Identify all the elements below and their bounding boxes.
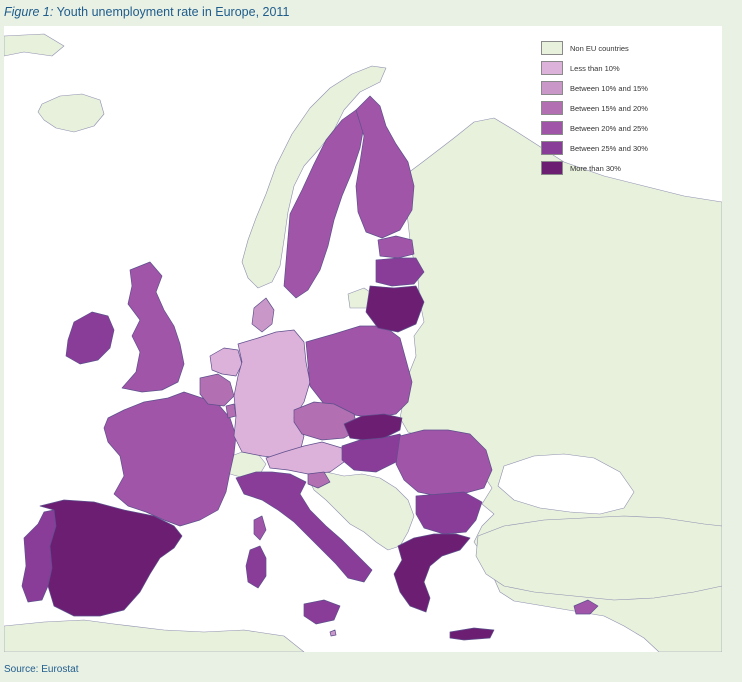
eu-countries [21, 95, 599, 641]
region-malta [329, 629, 337, 637]
region-sicily [303, 599, 341, 625]
region-estonia [377, 235, 415, 259]
figure-title: Figure 1: Youth unemployment rate in Eur… [4, 5, 289, 19]
region-cyprus [573, 599, 599, 615]
legend-item-c20_25: Between 20% and 25% [541, 118, 716, 138]
region-denmark [251, 297, 275, 333]
legend-label: Between 20% and 25% [570, 123, 648, 133]
map-frame: Non EU countries Less than 10% Between 10%… [4, 26, 722, 652]
region-lithuania [365, 285, 425, 333]
legend-label: Between 10% and 15% [570, 83, 648, 93]
region-belgium [199, 373, 235, 407]
region-western-balkans [307, 471, 415, 551]
region-slovakia [343, 413, 403, 441]
figure-title-text: Youth unemployment rate in Europe, 2011 [56, 5, 290, 19]
region-luxembourg [225, 403, 237, 419]
legend-swatch [541, 81, 563, 95]
legend-label: Between 15% and 20% [570, 103, 648, 113]
legend-item-c25_30: Between 25% and 30% [541, 138, 716, 158]
region-finland [355, 95, 415, 239]
region-uk [121, 261, 185, 393]
region-germany [233, 329, 311, 459]
region-greenland [4, 33, 65, 57]
region-crete [449, 627, 495, 641]
region-slovenia [307, 471, 331, 489]
region-romania [395, 429, 493, 497]
region-bulgaria [415, 491, 483, 535]
legend-item-lt10: Less than 10% [541, 58, 716, 78]
region-north-africa [4, 619, 305, 652]
region-italy [235, 471, 373, 583]
legend-swatch [541, 41, 563, 55]
europe-map [4, 26, 722, 652]
legend-list: Non EU countries Less than 10% Between 10%… [541, 38, 716, 178]
legend-item-c15_20: Between 15% and 20% [541, 98, 716, 118]
legend-label: Less than 10% [570, 63, 620, 73]
region-netherlands [209, 347, 243, 377]
region-ireland [65, 311, 115, 365]
legend-swatch [541, 101, 563, 115]
legend-item-gt30: More than 30% [541, 158, 716, 178]
map-legend: Non EU countries Less than 10% Between 10%… [541, 38, 716, 178]
region-black-sea [497, 453, 635, 515]
region-sweden [283, 109, 365, 299]
legend-label: Non EU countries [570, 43, 629, 53]
region-norway [241, 65, 387, 289]
region-turkey [475, 515, 722, 601]
region-latvia [375, 257, 425, 287]
region-iceland [37, 93, 105, 133]
figure-label: Figure 1: [4, 5, 54, 19]
legend-label: More than 30% [570, 163, 621, 173]
legend-swatch [541, 161, 563, 175]
legend-swatch [541, 61, 563, 75]
legend-swatch [541, 141, 563, 155]
legend-swatch [541, 121, 563, 135]
legend-label: Between 25% and 30% [570, 143, 648, 153]
region-france [103, 391, 237, 527]
region-corsica [253, 515, 267, 541]
region-sardinia [245, 545, 267, 589]
legend-item-c10_15: Between 10% and 15% [541, 78, 716, 98]
legend-item-non_eu: Non EU countries [541, 38, 716, 58]
source-note: Source: Eurostat [4, 664, 79, 675]
region-greece [393, 533, 471, 613]
region-spain [39, 499, 183, 617]
